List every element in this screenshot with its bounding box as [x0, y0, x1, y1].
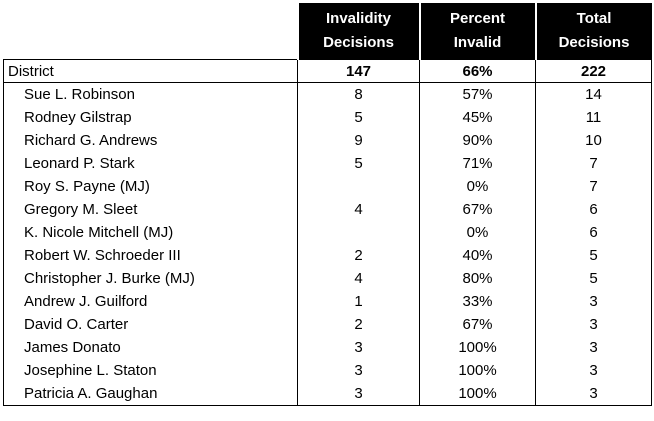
judge-name: Josephine L. Staton: [3, 359, 298, 382]
percent-value: 67%: [419, 313, 536, 336]
invalidity-value: 3: [297, 382, 420, 406]
invalidity-value: 5: [297, 152, 420, 175]
header-line: Decisions: [558, 34, 630, 51]
total-value: 3: [535, 290, 652, 313]
invalidity-value: 3: [297, 336, 420, 359]
judge-name: James Donato: [3, 336, 298, 359]
total-value: 7: [535, 152, 652, 175]
percent-value: 40%: [419, 244, 536, 267]
table-row: James Donato 3 100% 3: [3, 336, 652, 359]
total-value: 5: [535, 244, 652, 267]
invalidity-value: 3: [297, 359, 420, 382]
total-value: 3: [535, 359, 652, 382]
header-line: Decisions: [323, 34, 394, 51]
percent-value: 57%: [419, 82, 536, 106]
table-row: Patricia A. Gaughan 3 100% 3: [3, 382, 652, 406]
invalidity-value: 5: [297, 106, 420, 129]
table-row: Sue L. Robinson 8 57% 14: [3, 82, 652, 106]
table-row: Christopher J. Burke (MJ) 4 80% 5: [3, 267, 652, 290]
total-value: 6: [535, 221, 652, 244]
invalidity-value: 2: [297, 313, 420, 336]
percent-value: 0%: [419, 175, 536, 198]
judge-name: Leonard P. Stark: [3, 152, 298, 175]
percent-value: 80%: [419, 267, 536, 290]
total-value: 3: [535, 336, 652, 359]
table-row: K. Nicole Mitchell (MJ) 0% 6: [3, 221, 652, 244]
header-line: Invalidity: [325, 10, 392, 27]
header-line: Total: [576, 10, 612, 27]
table-row: Josephine L. Staton 3 100% 3: [3, 359, 652, 382]
percent-value: 71%: [419, 152, 536, 175]
header-blank-cell: [3, 3, 298, 60]
judge-name: Robert W. Schroeder III: [3, 244, 298, 267]
district-summary-row: District 147 66% 222: [3, 59, 652, 83]
district-total: 222: [535, 59, 652, 83]
percent-value: 67%: [419, 198, 536, 221]
district-label: District: [3, 59, 298, 83]
percent-value: 33%: [419, 290, 536, 313]
judge-name: Sue L. Robinson: [3, 82, 298, 106]
table-row: Roy S. Payne (MJ) 0% 7: [3, 175, 652, 198]
percent-value: 45%: [419, 106, 536, 129]
table-header: Invalidity Decisions Percent Invalid Tot…: [3, 3, 652, 60]
invalidity-value: 1: [297, 290, 420, 313]
total-value: 3: [535, 382, 652, 406]
table-row: Richard G. Andrews 9 90% 10: [3, 129, 652, 152]
total-value: 10: [535, 129, 652, 152]
table-row: David O. Carter 2 67% 3: [3, 313, 652, 336]
judge-name: Gregory M. Sleet: [3, 198, 298, 221]
invalidity-value: 9: [297, 129, 420, 152]
judge-name: Patricia A. Gaughan: [3, 382, 298, 406]
header-line: Invalid: [453, 34, 502, 51]
header-percent-invalid: Percent Invalid: [418, 3, 536, 60]
district-percent: 66%: [419, 59, 536, 83]
total-value: 5: [535, 267, 652, 290]
percent-value: 100%: [419, 336, 536, 359]
invalidity-value: 8: [297, 82, 420, 106]
total-value: 11: [535, 106, 652, 129]
judges-table: Invalidity Decisions Percent Invalid Tot…: [3, 3, 652, 406]
total-value: 7: [535, 175, 652, 198]
judge-name: David O. Carter: [3, 313, 298, 336]
table-row: Leonard P. Stark 5 71% 7: [3, 152, 652, 175]
invalidity-value: 4: [297, 267, 420, 290]
invalidity-value: [297, 221, 420, 244]
judge-name: Andrew J. Guilford: [3, 290, 298, 313]
invalidity-value: 2: [297, 244, 420, 267]
percent-value: 100%: [419, 359, 536, 382]
header-total-decisions: Total Decisions: [534, 3, 652, 60]
percent-value: 100%: [419, 382, 536, 406]
percent-value: 0%: [419, 221, 536, 244]
table-row: Robert W. Schroeder III 2 40% 5: [3, 244, 652, 267]
header-line: Percent: [449, 10, 506, 27]
total-value: 14: [535, 82, 652, 106]
judge-name: Richard G. Andrews: [3, 129, 298, 152]
invalidity-value: 4: [297, 198, 420, 221]
district-invalidity: 147: [297, 59, 420, 83]
total-value: 6: [535, 198, 652, 221]
percent-value: 90%: [419, 129, 536, 152]
header-invalidity-decisions: Invalidity Decisions: [296, 3, 420, 60]
judge-name: Roy S. Payne (MJ): [3, 175, 298, 198]
table-body: District 147 66% 222 Sue L. Robinson 8 57%…: [3, 59, 652, 406]
table-row: Gregory M. Sleet 4 67% 6: [3, 198, 652, 221]
judge-name: Christopher J. Burke (MJ): [3, 267, 298, 290]
table-row: Rodney Gilstrap 5 45% 11: [3, 106, 652, 129]
total-value: 3: [535, 313, 652, 336]
invalidity-value: [297, 175, 420, 198]
judge-name: Rodney Gilstrap: [3, 106, 298, 129]
judge-name: K. Nicole Mitchell (MJ): [3, 221, 298, 244]
table-row: Andrew J. Guilford 1 33% 3: [3, 290, 652, 313]
